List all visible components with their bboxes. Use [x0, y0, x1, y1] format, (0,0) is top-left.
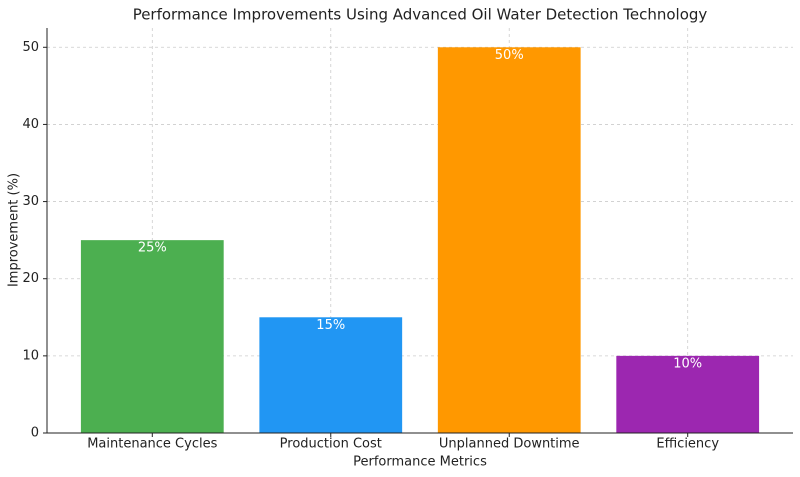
value-label: 50% [495, 48, 524, 63]
value-label: 25% [138, 241, 167, 256]
x-tick-label: Production Cost [280, 437, 382, 452]
y-axis-label: Improvement (%) [7, 173, 22, 287]
y-tick-label: 50 [22, 40, 39, 55]
bar [80, 240, 224, 433]
y-tick-label: 30 [22, 194, 39, 209]
value-label: 10% [673, 356, 702, 371]
x-tick-label: Unplanned Downtime [439, 437, 580, 452]
y-tick-label: 20 [22, 271, 39, 286]
value-label: 15% [316, 318, 345, 333]
bar [616, 355, 760, 433]
y-tick-label: 40 [22, 117, 39, 132]
chart-title: Performance Improvements Using Advanced … [133, 6, 708, 24]
y-tick-label: 10 [22, 348, 39, 363]
x-tick-label: Maintenance Cycles [87, 437, 217, 452]
bar [437, 47, 581, 434]
y-tick-label: 0 [31, 426, 39, 441]
x-axis-label: Performance Metrics [353, 455, 487, 470]
bar [259, 317, 403, 433]
x-tick-label: Efficiency [656, 437, 719, 452]
